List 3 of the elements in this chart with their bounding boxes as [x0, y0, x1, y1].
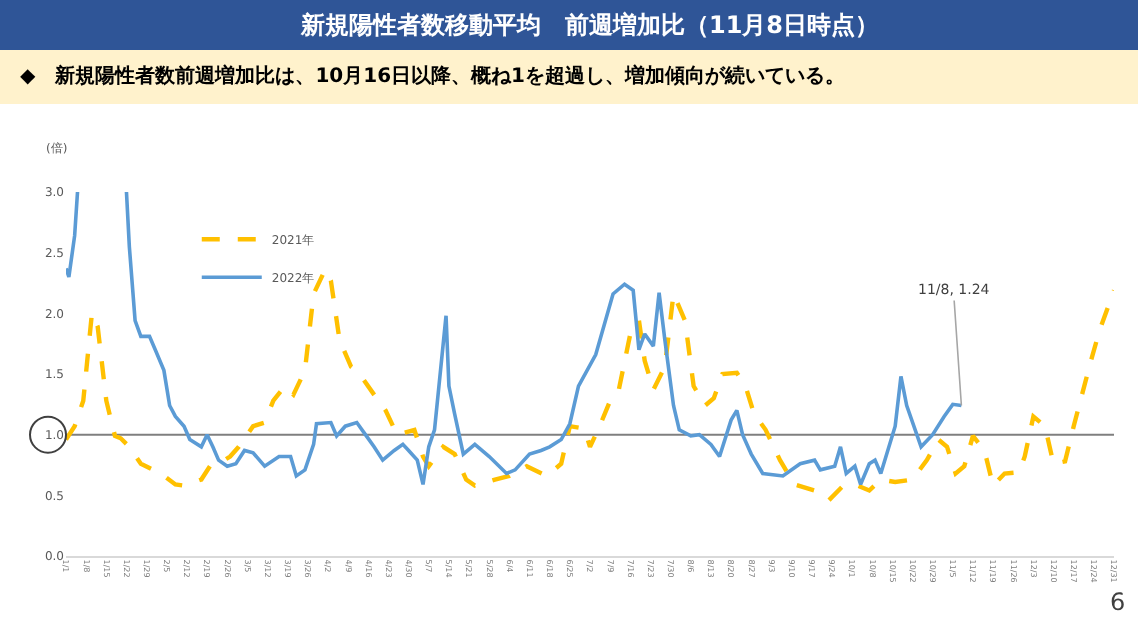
chart-subtitle: ◆ 新規陽性者数前週増加比は、10月16日以降、概ね1を超過し、増加傾向が続いている。 [20, 64, 845, 88]
chart-title: 新規陽性者数移動平均 前週増加比（11月8日時点） [298, 11, 880, 40]
text: 6 [1110, 588, 1126, 616]
